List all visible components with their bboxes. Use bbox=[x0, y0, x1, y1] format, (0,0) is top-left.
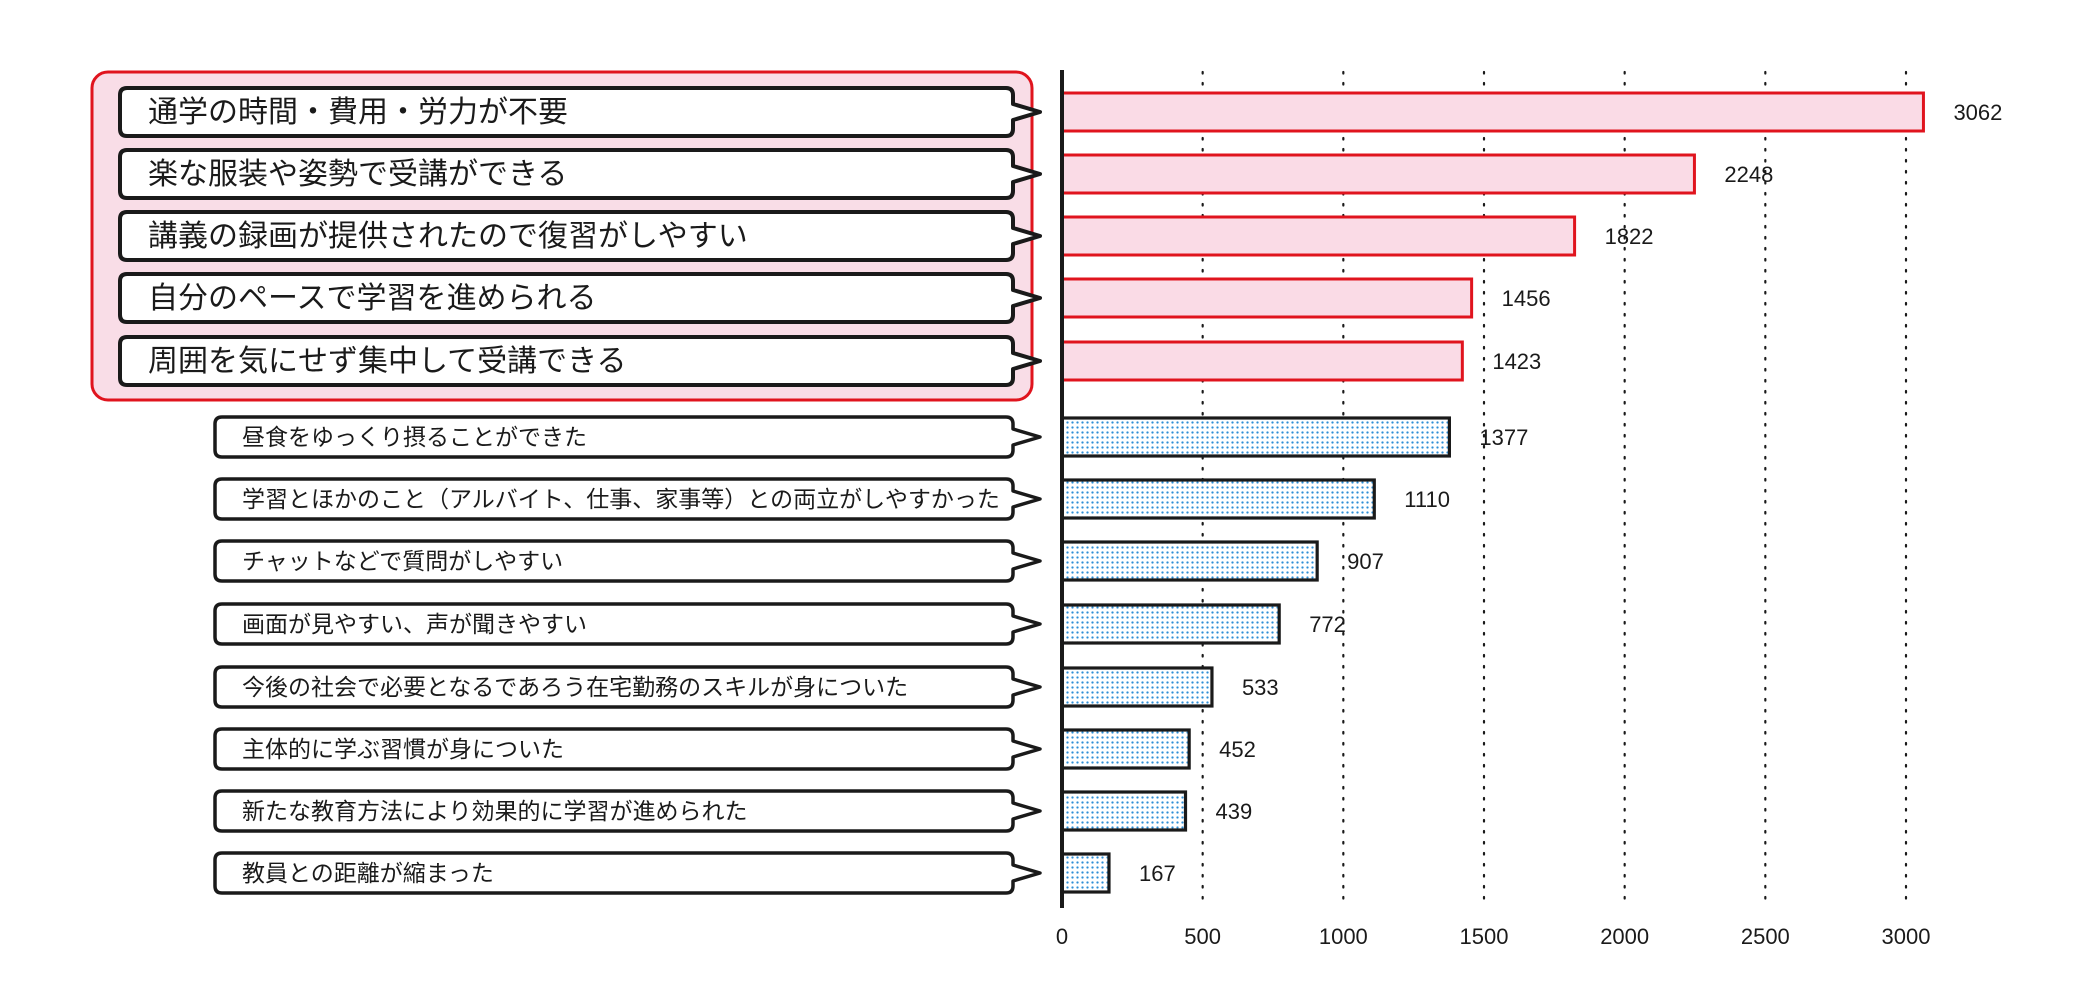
category-label-3: 講義の録画が提供されたので復習がしやすい bbox=[118, 210, 1042, 262]
category-label-text: 学習とほかのこと（アルバイト、仕事、家事等）との両立がしやすかった bbox=[242, 487, 1000, 513]
x-tick-label: 2000 bbox=[1600, 924, 1649, 949]
category-label-1: 通学の時間・費用・労力が不要 bbox=[118, 86, 1042, 138]
label-callout-box bbox=[213, 477, 1042, 521]
category-label-text: チャットなどで質問がしやすい bbox=[242, 549, 563, 575]
category-labels-layer: 通学の時間・費用・労力が不要楽な服装や姿勢で受講ができる講義の録画が提供されたの… bbox=[118, 86, 1042, 895]
bars-layer bbox=[1060, 91, 1925, 894]
label-callout-box bbox=[118, 86, 1042, 138]
value-label-11: 452 bbox=[1219, 737, 1256, 762]
bar-10 bbox=[1060, 666, 1214, 708]
category-label-6: 昼食をゆっくり摂ることができた bbox=[213, 415, 1042, 459]
category-label-text: 今後の社会で必要となるであろう在宅勤務のスキルが身についた bbox=[242, 675, 908, 701]
value-label-10: 533 bbox=[1242, 675, 1279, 700]
x-tick-label: 2500 bbox=[1741, 924, 1790, 949]
value-label-2: 2248 bbox=[1724, 162, 1773, 187]
bar-5 bbox=[1060, 340, 1464, 382]
category-label-text: 講義の録画が提供されたので復習がしやすい bbox=[148, 219, 748, 254]
label-callout-box bbox=[213, 789, 1042, 833]
category-label-4: 自分のペースで学習を進められる bbox=[118, 272, 1042, 324]
category-label-10: 今後の社会で必要となるであろう在宅勤務のスキルが身についた bbox=[213, 665, 1042, 709]
bar-3 bbox=[1060, 215, 1577, 257]
x-tick-label: 0 bbox=[1056, 924, 1068, 949]
x-tick-label: 3000 bbox=[1882, 924, 1931, 949]
bar-8 bbox=[1060, 540, 1319, 582]
label-callout-box bbox=[118, 272, 1042, 324]
bar-11 bbox=[1060, 728, 1191, 770]
label-callout-box bbox=[213, 415, 1042, 459]
category-label-text: 昼食をゆっくり摂ることができた bbox=[242, 425, 587, 451]
bar-6 bbox=[1060, 416, 1451, 458]
category-label-text: 自分のペースで学習を進められる bbox=[148, 281, 597, 316]
value-label-8: 907 bbox=[1347, 549, 1384, 574]
bar-4 bbox=[1060, 277, 1474, 319]
category-label-text: 楽な服装や姿勢で受講ができる bbox=[148, 157, 567, 192]
category-label-text: 通学の時間・費用・労力が不要 bbox=[148, 95, 568, 130]
category-label-7: 学習とほかのこと（アルバイト、仕事、家事等）との両立がしやすかった bbox=[213, 477, 1042, 521]
value-label-7: 1110 bbox=[1404, 487, 1450, 512]
label-callout-box bbox=[118, 335, 1042, 387]
category-label-5: 周囲を気にせず集中して受講できる bbox=[118, 335, 1042, 387]
category-label-13: 教員との距離が縮まった bbox=[213, 851, 1042, 895]
label-callout-box bbox=[213, 539, 1042, 583]
bar-2 bbox=[1060, 153, 1696, 195]
value-label-4: 1456 bbox=[1502, 286, 1551, 311]
value-label-5: 1423 bbox=[1492, 349, 1541, 374]
category-label-text: 画面が見やすい、声が聞きやすい bbox=[242, 612, 587, 638]
bar-7 bbox=[1060, 478, 1376, 520]
label-callout-box bbox=[118, 210, 1042, 262]
axis-layer: 0 500 1000 1500 2000 2500 3000 bbox=[1056, 70, 1931, 949]
grid-layer bbox=[1201, 70, 1908, 907]
label-callout-box bbox=[213, 665, 1042, 709]
value-labels-layer: 3062 2248 1822 1456 1423 1377 1110 907 772 533 452… bbox=[1139, 100, 2002, 886]
bar-1 bbox=[1060, 91, 1925, 133]
category-label-9: 画面が見やすい、声が聞きやすい bbox=[213, 602, 1042, 646]
value-label-13: 167 bbox=[1139, 861, 1176, 886]
category-label-text: 周囲を気にせず集中して受講できる bbox=[148, 344, 627, 379]
bar-9 bbox=[1060, 603, 1281, 645]
value-label-9: 772 bbox=[1309, 612, 1346, 637]
category-label-text: 教員との距離が縮まった bbox=[242, 861, 494, 887]
x-tick-label: 500 bbox=[1184, 924, 1221, 949]
category-label-text: 新たな教育方法により効果的に学習が進められた bbox=[242, 799, 748, 825]
bar-13 bbox=[1060, 852, 1111, 894]
category-label-8: チャットなどで質問がしやすい bbox=[213, 539, 1042, 583]
value-label-12: 439 bbox=[1216, 799, 1253, 824]
label-callout-box bbox=[213, 602, 1042, 646]
bar-12 bbox=[1060, 790, 1188, 832]
category-label-11: 主体的に学ぶ習慣が身についた bbox=[213, 727, 1042, 771]
category-label-12: 新たな教育方法により効果的に学習が進められた bbox=[213, 789, 1042, 833]
label-callout-box bbox=[213, 851, 1042, 895]
value-label-3: 1822 bbox=[1605, 224, 1654, 249]
value-label-6: 1377 bbox=[1479, 425, 1528, 450]
label-callout-box bbox=[118, 148, 1042, 200]
x-tick-label: 1500 bbox=[1460, 924, 1509, 949]
value-label-1: 3062 bbox=[1953, 100, 2002, 125]
category-label-2: 楽な服装や姿勢で受講ができる bbox=[118, 148, 1042, 200]
x-tick-label: 1000 bbox=[1319, 924, 1368, 949]
category-label-text: 主体的に学ぶ習慣が身についた bbox=[242, 737, 564, 763]
label-callout-box bbox=[213, 727, 1042, 771]
